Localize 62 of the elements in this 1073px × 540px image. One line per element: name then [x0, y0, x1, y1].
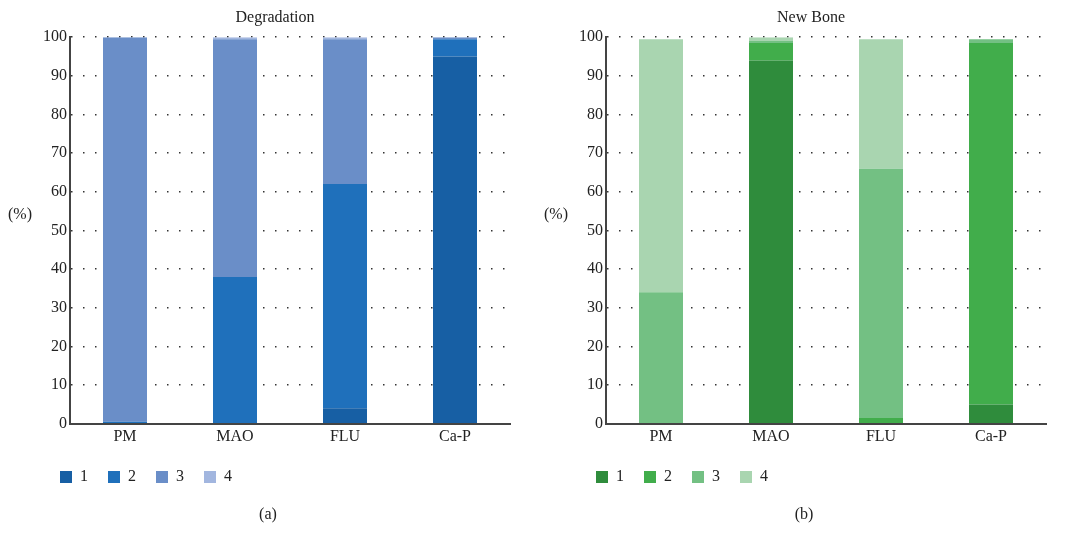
bar: [969, 404, 1013, 424]
bar: [639, 292, 683, 424]
legend-label: 4: [760, 467, 768, 485]
x-tick-label: MAO: [752, 426, 790, 444]
y-tick-label: 40: [587, 259, 603, 277]
bar: [859, 418, 903, 424]
bar: [213, 39, 257, 277]
y-tick-label: 50: [51, 220, 67, 238]
y-axis-title: (%): [544, 205, 568, 223]
legend-label: 4: [224, 467, 232, 485]
y-axis-title: (%): [8, 205, 32, 223]
y-tick-label: 10: [587, 375, 603, 393]
y-tick-label: 10: [51, 375, 67, 393]
x-tick-label: PM: [113, 426, 137, 444]
y-tick-label: 50: [587, 220, 603, 238]
legend-label: 1: [80, 467, 88, 485]
y-tick-label: 20: [587, 336, 603, 354]
y-tick-label: 90: [587, 66, 603, 84]
y-tick-label: 40: [51, 259, 67, 277]
legend-label: 1: [616, 467, 624, 485]
x-tick-label: PM: [649, 426, 673, 444]
bar: [323, 39, 367, 185]
bar: [213, 276, 257, 424]
y-tick-label: 0: [595, 414, 603, 431]
bar: [103, 37, 147, 422]
bar: [969, 39, 1013, 43]
x-tick-label: Ca-P: [975, 426, 1008, 444]
bar: [433, 56, 477, 424]
bar: [639, 39, 683, 293]
y-tick-label: 30: [587, 298, 603, 316]
bar: [433, 39, 477, 57]
y-tick-label: 80: [51, 104, 67, 122]
chart-title: Degradation: [235, 7, 315, 26]
bar: [323, 184, 367, 409]
legend-label: 2: [128, 467, 136, 485]
y-tick-label: 100: [579, 27, 603, 45]
legend-label: 3: [176, 467, 184, 485]
y-tick-label: 60: [51, 182, 67, 200]
y-tick-label: 30: [51, 298, 67, 316]
text: (b): [793, 505, 815, 523]
y-tick-label: 20: [51, 336, 67, 354]
y-tick-label: 70: [51, 143, 67, 161]
y-tick-label: 100: [43, 27, 67, 45]
x-tick-label: FLU: [865, 426, 897, 444]
legend-label: 3: [712, 467, 720, 485]
y-tick-label: 70: [587, 143, 603, 161]
x-tick-label: Ca-P: [439, 426, 472, 444]
bar: [749, 43, 793, 61]
text: (a): [258, 505, 278, 523]
y-tick-label: 80: [587, 104, 603, 122]
bar: [969, 43, 1013, 405]
x-tick-label: FLU: [329, 426, 361, 444]
legend-label: 2: [664, 467, 672, 485]
bar: [859, 168, 903, 418]
bar: [859, 39, 903, 169]
y-tick-label: 60: [587, 182, 603, 200]
bar: [323, 408, 367, 424]
chart-title: New Bone: [777, 7, 845, 25]
bar: [749, 60, 793, 424]
y-tick-label: 90: [51, 66, 67, 84]
y-tick-label: 0: [59, 414, 67, 431]
x-tick-label: MAO: [216, 426, 254, 444]
